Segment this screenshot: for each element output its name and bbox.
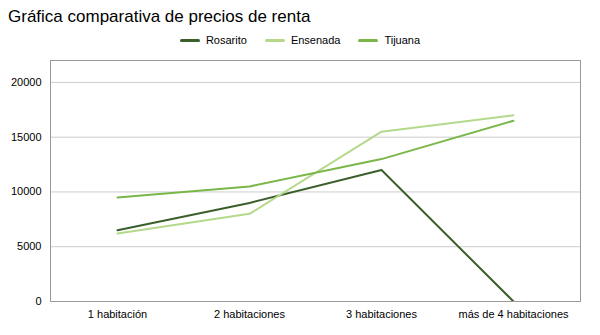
svg-text:0: 0 [35,295,41,307]
svg-text:3 habitaciones: 3 habitaciones [346,308,417,320]
svg-text:15000: 15000 [11,131,42,143]
html-text:Rosarito: Rosarito [205,34,247,46]
html-text:Ensenada: Ensenada [290,34,341,46]
svg-text:10000: 10000 [11,185,42,197]
html-text:Gráfica comparativa de precios: Gráfica comparativa de precios de renta [8,7,311,26]
svg-text:1 habitación: 1 habitación [88,308,147,320]
svg-text:más de 4 habitaciones: más de 4 habitaciones [458,308,569,320]
html-text:Tijuana: Tijuana [384,34,421,46]
svg-text:20000: 20000 [11,76,42,88]
svg-text:2 habitaciones: 2 habitaciones [214,308,285,320]
svg-text:5000: 5000 [17,240,41,252]
